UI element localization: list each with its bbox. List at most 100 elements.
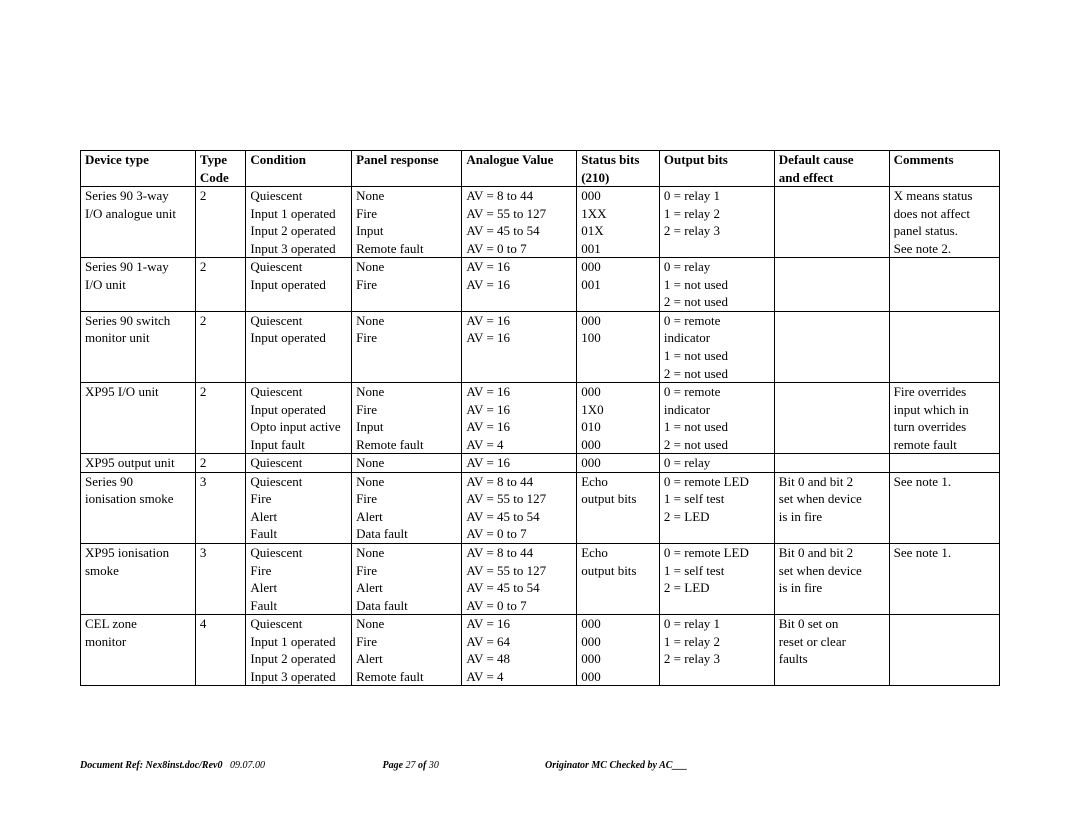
page-label: Page xyxy=(383,760,406,771)
table-cell: Series 90 3-way I/O analogue unit xyxy=(81,187,196,258)
table-cell: Series 90 1-way I/O unit xyxy=(81,258,196,312)
table-cell: 0 = relay 1 1 = relay 2 2 = relay 3 xyxy=(659,187,774,258)
table-cell: 0 = relay 1 = not used 2 = not used xyxy=(659,258,774,312)
table-cell: None xyxy=(352,454,462,473)
col-default-cause: Default cause and effect xyxy=(774,151,889,187)
table-cell: AV = 8 to 44 AV = 55 to 127 AV = 45 to 5… xyxy=(462,187,577,258)
table-cell: See note 1. xyxy=(889,472,999,543)
doc-date: 09.07.00 xyxy=(230,760,265,771)
table-cell: Quiescent Input operated xyxy=(246,258,352,312)
col-condition: Condition xyxy=(246,151,352,187)
table-cell: XP95 ionisation smoke xyxy=(81,544,196,615)
table-body: Series 90 3-way I/O analogue unit2Quiesc… xyxy=(81,187,1000,686)
table-cell: X means status does not affect panel sta… xyxy=(889,187,999,258)
table-cell xyxy=(774,258,889,312)
table-row: XP95 I/O unit2Quiescent Input operated O… xyxy=(81,383,1000,454)
table-cell xyxy=(774,311,889,382)
table-cell: None Fire xyxy=(352,258,462,312)
table-cell: 0 = remote indicator 1 = not used 2 = no… xyxy=(659,311,774,382)
table-cell: 0 = relay 1 1 = relay 2 2 = relay 3 xyxy=(659,615,774,686)
col-type-code: Type Code xyxy=(195,151,246,187)
table-cell: Bit 0 and bit 2 set when device is in fi… xyxy=(774,544,889,615)
table-cell: XP95 output unit xyxy=(81,454,196,473)
table-cell: 3 xyxy=(195,472,246,543)
table-cell: 000 001 xyxy=(577,258,660,312)
table-cell: AV = 16 AV = 64 AV = 48 AV = 4 xyxy=(462,615,577,686)
table-cell: 2 xyxy=(195,187,246,258)
table-cell: Bit 0 set on reset or clear faults xyxy=(774,615,889,686)
table-cell xyxy=(774,383,889,454)
page-footer: Document Ref: Nex8inst.doc/Rev0 09.07.00… xyxy=(80,760,1000,771)
table-cell: 2 xyxy=(195,311,246,382)
table-header: Device type Type Code Condition Panel re… xyxy=(81,151,1000,187)
page-content: Device type Type Code Condition Panel re… xyxy=(0,0,1080,686)
table-cell: 0 = remote LED 1 = self test 2 = LED xyxy=(659,544,774,615)
table-cell: 0 = relay xyxy=(659,454,774,473)
table-cell: AV = 16 xyxy=(462,454,577,473)
table-cell: AV = 8 to 44 AV = 55 to 127 AV = 45 to 5… xyxy=(462,472,577,543)
page-current: 27 xyxy=(406,760,416,771)
table-cell: None Fire Alert Data fault xyxy=(352,472,462,543)
table-cell: None Fire Input Remote fault xyxy=(352,187,462,258)
table-cell: CEL zone monitor xyxy=(81,615,196,686)
table-cell: Quiescent xyxy=(246,454,352,473)
table-row: Series 90 switch monitor unit2Quiescent … xyxy=(81,311,1000,382)
table-cell: Quiescent Fire Alert Fault xyxy=(246,472,352,543)
table-row: Series 90 3-way I/O analogue unit2Quiesc… xyxy=(81,187,1000,258)
col-status-bits: Status bits (210) xyxy=(577,151,660,187)
table-cell xyxy=(774,454,889,473)
table-cell: None Fire Input Remote fault xyxy=(352,383,462,454)
table-cell: 000 1X0 010 000 xyxy=(577,383,660,454)
table-cell: AV = 16 AV = 16 xyxy=(462,311,577,382)
table-cell: AV = 16 AV = 16 xyxy=(462,258,577,312)
table-row: XP95 output unit2QuiescentNoneAV = 16000… xyxy=(81,454,1000,473)
col-device-type: Device type xyxy=(81,151,196,187)
table-row: Series 90 1-way I/O unit2Quiescent Input… xyxy=(81,258,1000,312)
table-cell: Quiescent Input operated Opto input acti… xyxy=(246,383,352,454)
col-panel-response: Panel response xyxy=(352,151,462,187)
table-cell: Quiescent Input 1 operated Input 2 opera… xyxy=(246,187,352,258)
table-cell: 000 1XX 01X 001 xyxy=(577,187,660,258)
table-cell xyxy=(889,311,999,382)
table-cell: XP95 I/O unit xyxy=(81,383,196,454)
col-output-bits: Output bits xyxy=(659,151,774,187)
table-cell: See note 1. xyxy=(889,544,999,615)
page-total: 30 xyxy=(429,760,439,771)
table-cell: Series 90 ionisation smoke xyxy=(81,472,196,543)
table-cell: Series 90 switch monitor unit xyxy=(81,311,196,382)
col-analogue-value: Analogue Value xyxy=(462,151,577,187)
table-cell: AV = 16 AV = 16 AV = 16 AV = 4 xyxy=(462,383,577,454)
table-cell: Quiescent Input operated xyxy=(246,311,352,382)
table-cell xyxy=(774,187,889,258)
table-cell: Bit 0 and bit 2 set when device is in fi… xyxy=(774,472,889,543)
table-cell: Echo output bits xyxy=(577,472,660,543)
table-cell: 0 = remote indicator 1 = not used 2 = no… xyxy=(659,383,774,454)
table-cell: 4 xyxy=(195,615,246,686)
table-cell xyxy=(889,454,999,473)
table-cell: 000 000 000 000 xyxy=(577,615,660,686)
table-cell: 2 xyxy=(195,258,246,312)
table-row: Series 90 ionisation smoke3Quiescent Fir… xyxy=(81,472,1000,543)
table-cell: Quiescent Fire Alert Fault xyxy=(246,544,352,615)
table-cell: Echo output bits xyxy=(577,544,660,615)
table-cell: AV = 8 to 44 AV = 55 to 127 AV = 45 to 5… xyxy=(462,544,577,615)
col-comments: Comments xyxy=(889,151,999,187)
table-cell: Quiescent Input 1 operated Input 2 opera… xyxy=(246,615,352,686)
table-row: XP95 ionisation smoke3Quiescent Fire Ale… xyxy=(81,544,1000,615)
table-cell: None Fire xyxy=(352,311,462,382)
table-cell: 3 xyxy=(195,544,246,615)
table-cell: 0 = remote LED 1 = self test 2 = LED xyxy=(659,472,774,543)
table-cell: 2 xyxy=(195,383,246,454)
table-cell xyxy=(889,258,999,312)
doc-ref: Document Ref: Nex8inst.doc/Rev0 xyxy=(80,760,222,771)
originator: Originator MC Checked by AC___ xyxy=(545,760,687,771)
table-cell xyxy=(889,615,999,686)
table-cell: None Fire Alert Data fault xyxy=(352,544,462,615)
table-cell: 2 xyxy=(195,454,246,473)
table-cell: 000 xyxy=(577,454,660,473)
device-table: Device type Type Code Condition Panel re… xyxy=(80,150,1000,686)
table-row: CEL zone monitor4Quiescent Input 1 opera… xyxy=(81,615,1000,686)
table-cell: Fire overrides input which in turn overr… xyxy=(889,383,999,454)
table-cell: 000 100 xyxy=(577,311,660,382)
page-of: of xyxy=(416,760,429,771)
